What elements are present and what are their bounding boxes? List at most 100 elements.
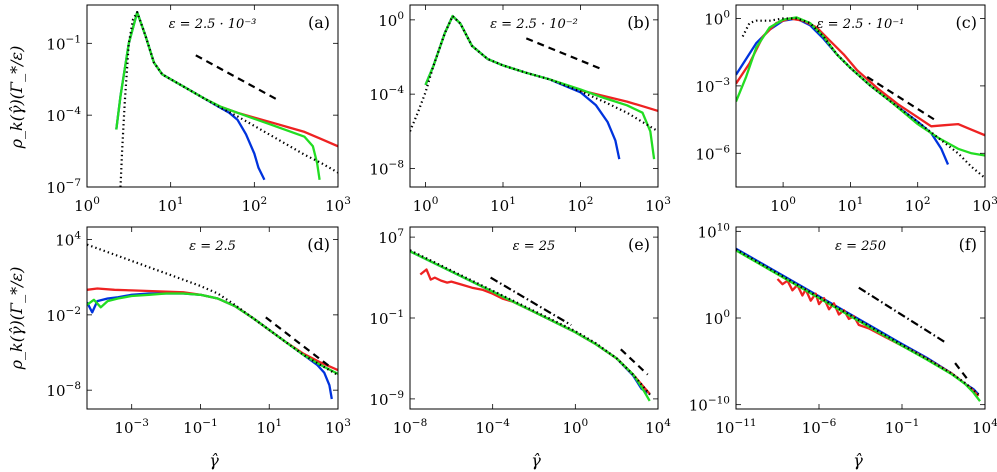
- series-group: [736, 247, 981, 402]
- x-tick-label: 103: [645, 195, 671, 215]
- series-line-c0033dd: [115, 11, 266, 181]
- x-tick-label: 10−1: [183, 417, 218, 437]
- series-line-dashdot: [858, 286, 946, 344]
- plot-frame: [409, 4, 659, 188]
- epsilon-label: ε = 2.5: [189, 239, 236, 254]
- series-line-c22dd22: [736, 16, 985, 157]
- y-tick-label: 107: [378, 227, 404, 247]
- panel-b: 100 101 102 103 100 10−4 10−8 ε = 2.5 · 10⁻² (b): [369, 4, 671, 215]
- x-axis-label-f: γ̂: [853, 451, 863, 470]
- y-tick-label: 10−10: [689, 395, 730, 415]
- panel-letter: (f): [959, 235, 977, 254]
- y-tick-label: 1010: [698, 221, 730, 241]
- series-line-cee2222: [419, 268, 651, 395]
- epsilon-label: ε = 2.5 · 10⁻¹: [817, 17, 905, 32]
- panel-letter: (a): [308, 13, 330, 32]
- plot-frame: [735, 4, 986, 188]
- panel-c: 100 101 102 103 100 10−3 10−6 ε = 2.5 · 10⁻¹ (c): [695, 4, 997, 215]
- x-tick-label: 103: [972, 195, 997, 215]
- x-tick-label: 101: [158, 195, 184, 215]
- series-group: [87, 243, 338, 400]
- y-tick-label: 10−4: [369, 84, 404, 104]
- series-line-dotted: [410, 249, 653, 398]
- series-line-c0033dd: [410, 250, 649, 394]
- panel-a: 100 101 102 103 10−1 10−4 10−7 ε = 2.5 · 10⁻³ (a…: [46, 4, 351, 215]
- series-line-dotted: [410, 15, 658, 133]
- x-tick-label: 10−1: [885, 417, 920, 437]
- y-tick-label: 100: [704, 8, 730, 28]
- series-group: [410, 14, 658, 160]
- y-tick-label: 10−1: [46, 33, 81, 53]
- plot-frame: [735, 226, 986, 410]
- plot-frame: [86, 4, 339, 188]
- x-tick-label: 100: [413, 195, 439, 215]
- series-line-dashed: [866, 75, 939, 123]
- y-tick-label: 10−8: [369, 158, 404, 178]
- series-line-c22dd22: [736, 249, 981, 402]
- panel-d: 10−3 10−1 101 103 104 10−2 10−8 ε = 2.5 (d): [46, 226, 351, 437]
- x-tick-label: 100: [770, 195, 796, 215]
- series-line-dashed: [620, 348, 649, 376]
- x-tick-label: 101: [490, 195, 516, 215]
- x-tick-label: 101: [838, 195, 864, 215]
- y-tick-label: 10−4: [46, 105, 81, 125]
- x-tick-label: 102: [905, 195, 931, 215]
- series-line-dashed: [265, 316, 332, 369]
- y-tick-label: 10−9: [369, 389, 404, 409]
- series-group: [410, 249, 653, 402]
- series-group: [736, 16, 985, 179]
- series-line-dotted: [741, 17, 985, 179]
- x-tick-label: 10−6: [802, 417, 837, 437]
- x-tick-label: 103: [325, 417, 351, 437]
- y-axis-label-bottom: ρ_k(γ̂)(Γ_*/ε): [7, 267, 26, 371]
- x-tick-label: 104: [645, 417, 671, 437]
- y-tick-label: 100: [378, 10, 404, 30]
- epsilon-label: ε = 25: [513, 239, 556, 254]
- plot-frame: [86, 226, 339, 410]
- panel-e: 10−8 10−4 100 104 107 10−1 10−9 ε = 25 (e): [369, 226, 671, 437]
- y-tick-label: 10−2: [46, 305, 81, 325]
- series-line-dotted: [119, 11, 338, 187]
- panel-letter: (e): [628, 235, 650, 254]
- series-line-dashed: [954, 362, 970, 382]
- series-line-dotted: [736, 248, 981, 397]
- x-tick-label: 100: [562, 417, 588, 437]
- x-tick-label: 100: [74, 195, 100, 215]
- epsilon-label: ε = 2.5 · 10⁻³: [169, 17, 257, 32]
- panel-letter: (d): [307, 235, 330, 254]
- plot-frame: [409, 226, 659, 410]
- panel-f: 10−11 10−6 10−1 104 1010 100 10−10 ε = 250 (f): [689, 221, 997, 437]
- series-line-dashed: [525, 37, 605, 72]
- x-tick-label: 101: [256, 417, 282, 437]
- y-tick-label: 10−3: [695, 76, 730, 96]
- series-line-dotted: [87, 243, 338, 377]
- y-tick-label: 10−8: [46, 380, 81, 400]
- y-tick-label: 10−1: [369, 308, 404, 328]
- y-axis-label-top: ρ_k(γ̂)(Γ_*/ε): [7, 46, 26, 150]
- x-tick-label: 102: [568, 195, 594, 215]
- series-line-cee2222: [776, 278, 980, 397]
- series-line-c0033dd: [424, 14, 621, 160]
- series-line-c0033dd: [87, 292, 333, 400]
- series-group: [115, 11, 338, 187]
- x-tick-label: 104: [972, 417, 997, 437]
- x-tick-label: 10−4: [475, 417, 510, 437]
- series-line-c0033dd: [736, 17, 950, 165]
- x-tick-label: 10−8: [393, 417, 428, 437]
- series-line-dashed: [195, 54, 280, 102]
- y-tick-label: 100: [704, 308, 730, 328]
- epsilon-label: ε = 250: [835, 239, 886, 254]
- x-axis-label-d: γ̂: [209, 451, 219, 470]
- x-tick-label: 103: [325, 195, 351, 215]
- series-line-c22dd22: [87, 292, 338, 375]
- series-line-c22dd22: [424, 14, 656, 160]
- panel-letter: (b): [627, 13, 650, 32]
- series-line-c22dd22: [410, 250, 651, 402]
- panels: 100 101 102 103 10−1 10−4 10−7 ε = 2.5 · 10⁻³ (a…: [46, 4, 997, 437]
- x-axis-label-e: γ̂: [531, 451, 541, 470]
- x-tick-label: 10−11: [715, 417, 756, 437]
- x-tick-label: 102: [241, 195, 267, 215]
- series-line-dashdot: [490, 276, 572, 327]
- series-line-cee2222: [87, 287, 338, 372]
